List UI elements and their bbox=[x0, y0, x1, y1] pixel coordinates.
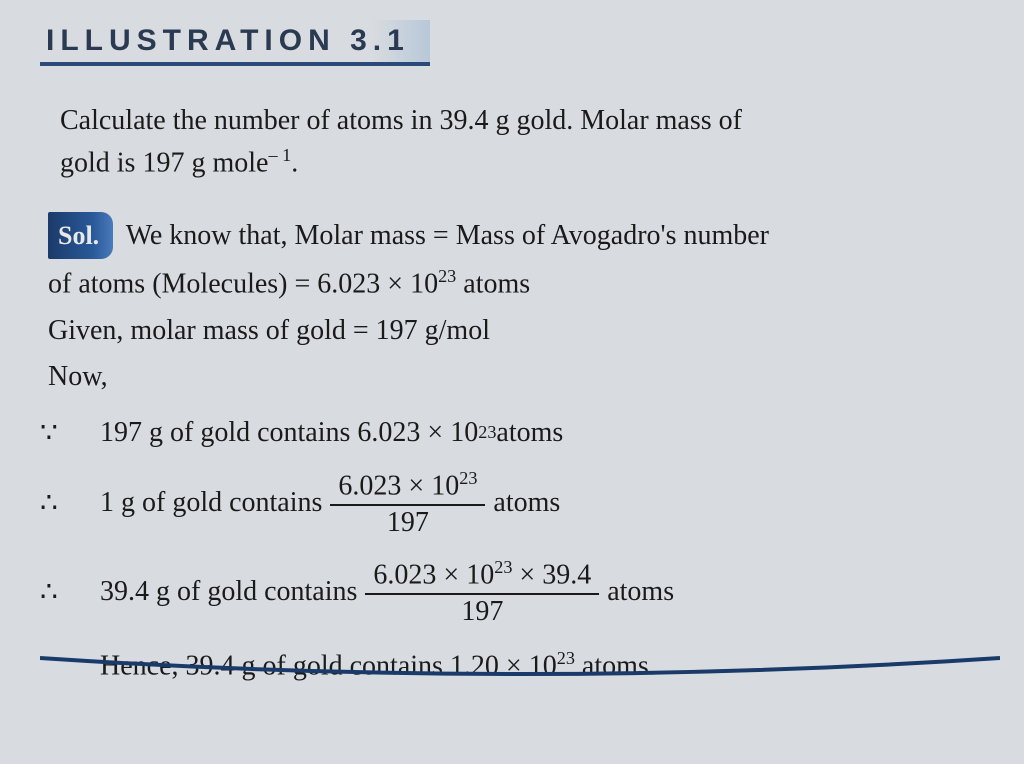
header-label: ILLUSTRATION 3.1 bbox=[46, 24, 410, 57]
step-1-text: 197 g of gold contains 6.023 × 1023 atom… bbox=[100, 417, 563, 449]
step-3-text: 39.4 g of gold contains 6.023 × 1023 × 3… bbox=[100, 557, 674, 628]
step-2-num-a: 6.023 × 10 bbox=[338, 470, 459, 501]
therefore-symbol-1: ∴ bbox=[40, 486, 100, 520]
sol-exp-2: 23 bbox=[438, 266, 456, 286]
question-line-1: Calculate the number of atoms in 39.4 g … bbox=[60, 105, 742, 136]
step-3-num-exp: 23 bbox=[494, 557, 512, 577]
illustration-header: ILLUSTRATION 3.1 bbox=[40, 20, 430, 66]
solution-line-1: Sol. We know that, Molar mass = Mass of … bbox=[48, 212, 994, 259]
solution-line-2: of atoms (Molecules) = 6.023 × 1023 atom… bbox=[48, 263, 994, 305]
step-2-row: ∴ 1 g of gold contains 6.023 × 1023 197 … bbox=[40, 468, 994, 539]
step-1-exp: 23 bbox=[478, 422, 496, 443]
question-block: Calculate the number of atoms in 39.4 g … bbox=[60, 100, 984, 184]
question-period: . bbox=[291, 147, 298, 178]
bottom-divider-curve bbox=[40, 654, 1000, 684]
because-symbol: ∵ bbox=[40, 416, 100, 450]
sol-badge: Sol. bbox=[48, 212, 113, 259]
step-3-num-a: 6.023 × 10 bbox=[373, 559, 494, 590]
question-line-2: gold is 197 g mole bbox=[60, 147, 268, 178]
sol-text-1a: We know that, Molar mass = Mass of Avoga… bbox=[126, 220, 769, 251]
step-3-num-b: × 39.4 bbox=[512, 559, 591, 590]
therefore-symbol-2: ∴ bbox=[40, 575, 100, 609]
step-2-trail: atoms bbox=[493, 487, 560, 519]
solution-line-3: Given, molar mass of gold = 197 g/mol bbox=[48, 310, 994, 352]
sol-text-2b: atoms bbox=[456, 269, 530, 300]
step-2-text: 1 g of gold contains 6.023 × 1023 197 at… bbox=[100, 468, 560, 539]
step-3-trail: atoms bbox=[607, 576, 674, 608]
step-2-num-exp: 23 bbox=[459, 468, 477, 488]
step-2-fraction: 6.023 × 1023 197 bbox=[330, 468, 485, 539]
solution-line-4: Now, bbox=[48, 356, 994, 398]
page: ILLUSTRATION 3.1 Calculate the number of… bbox=[0, 0, 1024, 702]
step-3-row: ∴ 39.4 g of gold contains 6.023 × 1023 ×… bbox=[40, 557, 994, 628]
step-3-fraction: 6.023 × 1023 × 39.4 197 bbox=[365, 557, 599, 628]
step-3-denominator: 197 bbox=[453, 595, 511, 628]
step-1-b: atoms bbox=[496, 417, 563, 449]
step-2-denominator: 197 bbox=[379, 506, 437, 539]
step-3-lead: 39.4 g of gold contains bbox=[100, 576, 357, 608]
step-1-a: 197 g of gold contains 6.023 × 10 bbox=[100, 417, 478, 449]
sol-text-2a: of atoms (Molecules) = 6.023 × 10 bbox=[48, 269, 438, 300]
step-2-lead: 1 g of gold contains bbox=[100, 487, 322, 519]
step-3-numerator: 6.023 × 1023 × 39.4 bbox=[365, 557, 599, 595]
step-2-numerator: 6.023 × 1023 bbox=[330, 468, 485, 506]
question-exponent: – 1 bbox=[268, 145, 291, 165]
step-1-row: ∵ 197 g of gold contains 6.023 × 1023 at… bbox=[40, 416, 994, 450]
solution-block: Sol. We know that, Molar mass = Mass of … bbox=[48, 212, 994, 397]
